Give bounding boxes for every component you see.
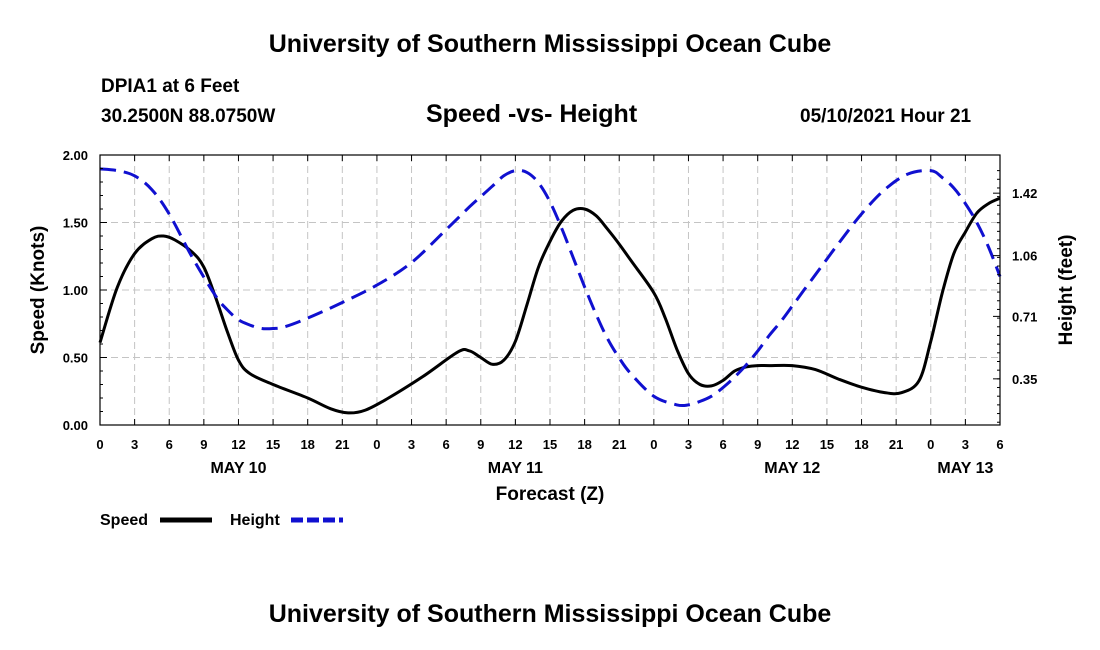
x-tick-label: 12: [231, 437, 245, 452]
y2-tick-label: 1.42: [1012, 186, 1037, 201]
x-axis-title: Forecast (Z): [496, 484, 605, 505]
y-tick-label: 0.00: [63, 418, 88, 433]
x-tick-label: 21: [889, 437, 903, 452]
x-tick-label: 3: [408, 437, 415, 452]
x-tick-label: 6: [996, 437, 1003, 452]
y2-axis-title: Height (feet): [1056, 235, 1077, 346]
x-tick-label: 21: [335, 437, 349, 452]
page-bottom-title: University of Southern Mississippi Ocean…: [268, 600, 832, 628]
x-tick-label: 0: [373, 437, 380, 452]
series-line-speed: [98, 196, 1001, 415]
y2-tick-label: 1.06: [1012, 249, 1037, 264]
x-tick-label: 3: [131, 437, 138, 452]
station-label: DPIA1 at 6 Feet: [101, 76, 240, 97]
x-tick-label: 21: [612, 437, 626, 452]
y-tick-label: 2.00: [63, 148, 88, 163]
chart-title: Speed -vs- Height: [426, 100, 638, 128]
day-label: MAY 10: [210, 460, 266, 477]
page-top-title: University of Southern Mississippi Ocean…: [268, 30, 832, 58]
y-tick-label: 1.00: [63, 283, 88, 298]
x-tick-label: 18: [854, 437, 868, 452]
x-tick-label: 9: [200, 437, 207, 452]
y-axis-title: Speed (Knots): [28, 226, 49, 355]
station-coordinates: 30.2500N 88.0750W: [101, 106, 276, 127]
y-tick-label: 1.50: [63, 216, 88, 231]
y2-tick-label: 0.35: [1012, 372, 1037, 387]
day-label: MAY 11: [488, 460, 543, 477]
y-tick-label: 0.50: [63, 351, 88, 366]
x-tick-label: 3: [962, 437, 969, 452]
x-tick-label: 9: [754, 437, 761, 452]
x-tick-label: 15: [266, 437, 280, 452]
x-tick-label: 0: [650, 437, 657, 452]
x-tick-label: 15: [543, 437, 557, 452]
x-tick-label: 15: [820, 437, 834, 452]
x-tick-label: 3: [685, 437, 692, 452]
legend-label-speed: Speed: [100, 512, 148, 529]
day-label: MAY 12: [764, 460, 820, 477]
x-tick-label: 18: [300, 437, 314, 452]
day-label: MAY 13: [937, 460, 993, 477]
x-tick-label: 6: [166, 437, 173, 452]
y2-tick-label: 0.71: [1012, 309, 1037, 324]
x-tick-label: 6: [443, 437, 450, 452]
x-tick-label: 9: [477, 437, 484, 452]
x-tick-label: 12: [785, 437, 799, 452]
series-line-height: [99, 167, 1002, 408]
x-tick-label: 12: [508, 437, 522, 452]
legend-label-height: Height: [230, 512, 280, 529]
forecast-run-time: 05/10/2021 Hour 21: [800, 106, 972, 127]
x-tick-label: 6: [719, 437, 726, 452]
x-tick-label: 0: [96, 437, 103, 452]
x-tick-label: 0: [927, 437, 934, 452]
x-tick-label: 18: [577, 437, 591, 452]
